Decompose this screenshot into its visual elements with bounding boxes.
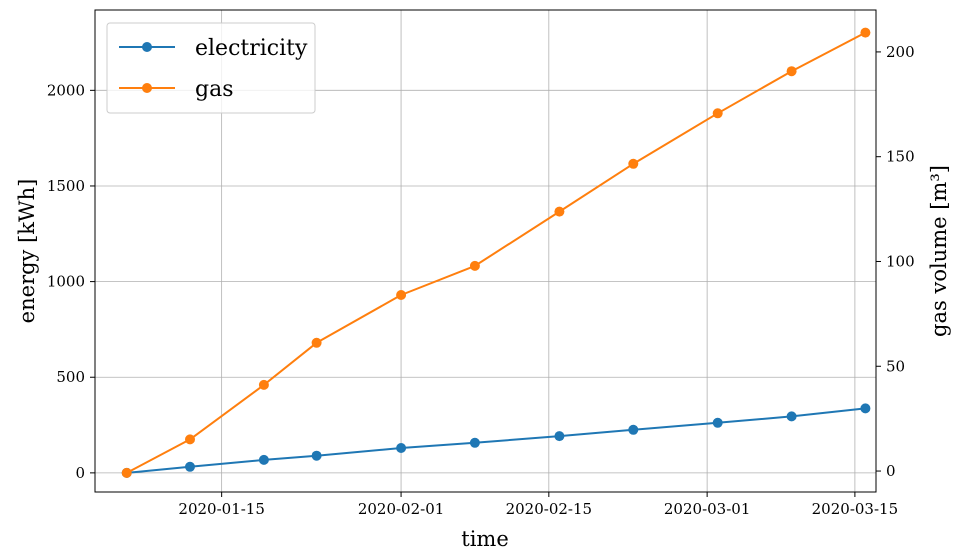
- legend-marker-gas: [142, 83, 152, 93]
- x-tick-label: 2020-03-01: [664, 500, 750, 518]
- series-electricity: [121, 403, 871, 478]
- data-point-electricity: [628, 424, 639, 435]
- legend-label-electricity: electricity: [195, 36, 308, 61]
- data-point-gas: [185, 434, 195, 445]
- y2-tick-label: 100: [886, 252, 915, 270]
- y2-tick-label: 0: [886, 462, 896, 480]
- plot-frame: [94, 9, 877, 493]
- data-point-electricity: [860, 403, 871, 414]
- x-tick-label: 2020-03-15: [812, 500, 898, 518]
- legend-label-gas: gas: [195, 77, 234, 102]
- data-point-gas: [311, 337, 322, 348]
- y-tick-label: 2000: [47, 81, 85, 99]
- y-tick-label: 1000: [47, 273, 85, 291]
- data-point-electricity: [258, 454, 269, 465]
- legend: electricity gas: [106, 22, 316, 114]
- data-point-electricity: [396, 443, 407, 453]
- data-point-gas: [396, 290, 407, 300]
- y2-axis-title: gas volume [m³]: [927, 165, 951, 337]
- y-axis-left: 0 500 1000 1500 2000: [47, 81, 95, 482]
- data-point-gas: [628, 158, 639, 169]
- y2-tick-label: 150: [886, 148, 915, 166]
- data-point-electricity: [712, 417, 723, 428]
- data-point-electricity: [786, 411, 797, 422]
- x-axis-title: time: [461, 527, 509, 551]
- data-point-gas: [860, 27, 871, 38]
- y-axis-right: 0 50 100 150 200: [876, 43, 915, 480]
- y-tick-label: 0: [75, 464, 85, 482]
- grid: [95, 10, 876, 492]
- data-point-electricity: [185, 461, 195, 472]
- data-point-gas: [469, 260, 480, 271]
- series-gas: [121, 27, 871, 478]
- x-tick-label: 2020-02-01: [358, 500, 444, 518]
- y2-tick-label: 50: [886, 357, 905, 375]
- data-point-gas: [258, 379, 269, 390]
- data-point-gas: [786, 66, 797, 77]
- data-point-electricity: [554, 431, 565, 442]
- data-point-electricity: [311, 450, 322, 461]
- y-tick-label: 1500: [47, 177, 85, 195]
- legend-marker-electricity: [142, 42, 152, 52]
- data-point-gas: [712, 108, 723, 119]
- y-tick-label: 500: [56, 368, 85, 386]
- y2-tick-label: 200: [886, 43, 915, 61]
- data-point-electricity: [469, 437, 480, 448]
- data-point-gas: [121, 467, 132, 478]
- data-point-gas: [554, 206, 565, 217]
- y-axis-title: energy [kWh]: [15, 179, 39, 324]
- x-tick-label: 2020-02-15: [506, 500, 592, 518]
- legend-box: [106, 22, 316, 114]
- x-axis: 2020-01-15 2020-02-01 2020-02-15 2020-03-01…: [178, 492, 898, 518]
- series-layer: [121, 27, 871, 478]
- x-tick-label: 2020-01-15: [178, 500, 264, 518]
